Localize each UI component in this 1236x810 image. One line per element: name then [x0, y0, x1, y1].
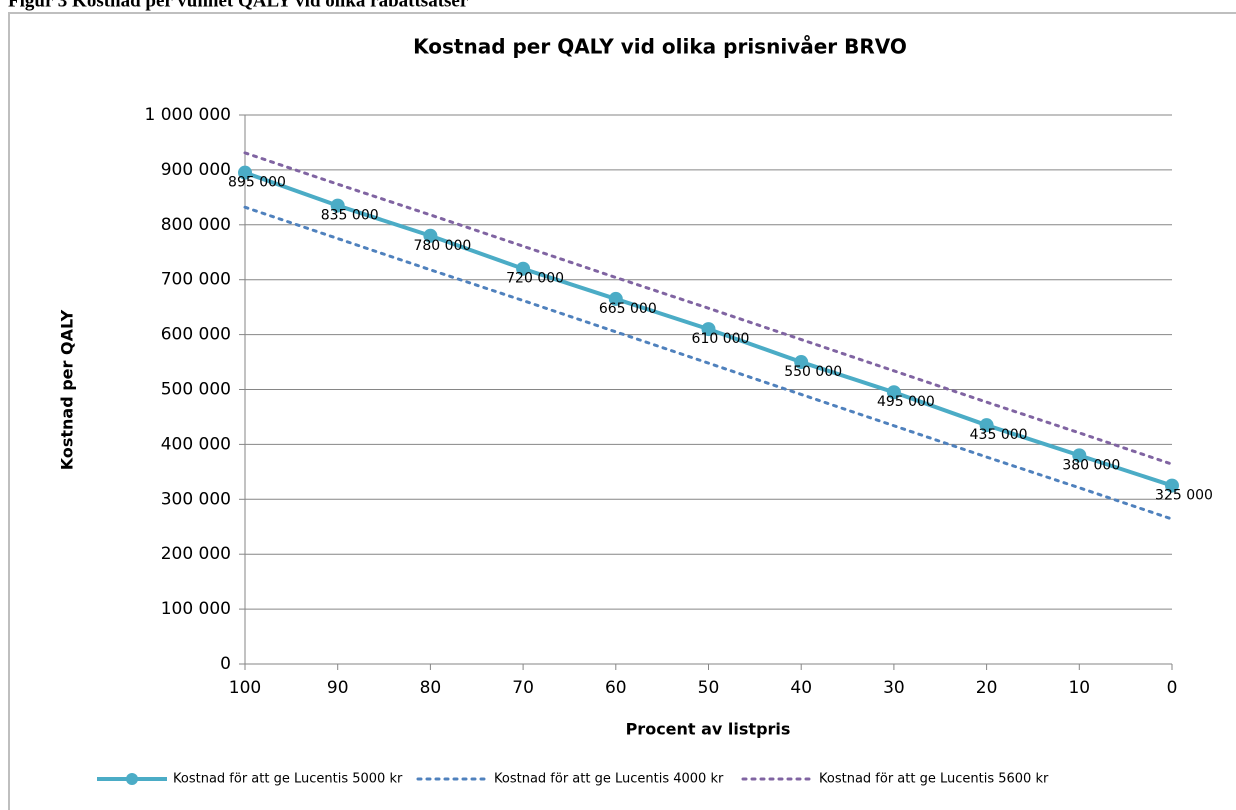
x-tick-label: 0	[1167, 678, 1178, 698]
x-axis-label: Procent av listpris	[626, 720, 791, 739]
marker	[701, 322, 716, 337]
legend-marker	[126, 773, 138, 785]
data-label: 610 000	[692, 331, 750, 347]
x-tick-label: 80	[420, 678, 442, 698]
chart-frame	[8, 12, 1236, 810]
series-line	[243, 205, 1174, 521]
marker	[886, 385, 901, 400]
y-axis-label: Kostnad per QALY	[58, 309, 77, 470]
marker	[608, 291, 623, 306]
data-label: 835 000	[321, 208, 379, 224]
data-label: 780 000	[413, 238, 471, 254]
legend-label: Kostnad för att ge Lucentis 4000 kr	[494, 772, 724, 787]
y-tick-label: 900 000	[161, 160, 231, 180]
y-tick-label: 100 000	[161, 599, 231, 619]
marker	[979, 418, 994, 433]
y-tick-label: 400 000	[161, 434, 231, 454]
marker	[238, 165, 252, 180]
x-tick-label: 50	[698, 678, 720, 698]
y-tick-label: 800 000	[161, 215, 231, 235]
x-tick-label: 90	[327, 678, 349, 698]
x-tick-label: 70	[512, 678, 534, 698]
legend-label: Kostnad för att ge Lucentis 5600 kr	[819, 772, 1049, 787]
x-tick-label: 100	[229, 678, 261, 698]
x-tick-label: 20	[976, 678, 998, 698]
marker	[423, 228, 438, 243]
y-tick-label: 500 000	[161, 380, 231, 400]
marker	[1165, 478, 1179, 493]
data-label: 895 000	[228, 175, 286, 191]
data-label: 495 000	[877, 394, 935, 410]
chart-title: Kostnad per QALY vid olika prisnivåer BR…	[413, 35, 907, 59]
series-line	[243, 151, 1174, 466]
data-label: 665 000	[599, 301, 657, 317]
data-label: 380 000	[1062, 457, 1120, 473]
y-tick-label: 200 000	[161, 544, 231, 564]
figure-caption: Figur 3 Kostnad per vunnet QALY vid olik…	[8, 0, 469, 11]
legend-label: Kostnad för att ge Lucentis 5000 kr	[173, 772, 403, 787]
data-label: 550 000	[784, 364, 842, 380]
x-tick-label: 60	[605, 678, 627, 698]
marker	[516, 261, 531, 276]
x-tick-label: 40	[790, 678, 812, 698]
data-label: 325 000	[1155, 488, 1213, 504]
marker	[794, 355, 809, 370]
x-tick-label: 30	[883, 678, 905, 698]
x-tick-label: 10	[1068, 678, 1090, 698]
y-tick-label: 300 000	[161, 489, 231, 509]
y-tick-label: 600 000	[161, 325, 231, 345]
marker	[1072, 448, 1087, 463]
marker	[330, 198, 345, 213]
y-tick-label: 1 000 000	[144, 105, 231, 125]
y-tick-label: 0	[220, 654, 231, 674]
y-tick-label: 700 000	[161, 270, 231, 290]
data-label: 435 000	[970, 427, 1028, 443]
data-label: 720 000	[506, 271, 564, 287]
